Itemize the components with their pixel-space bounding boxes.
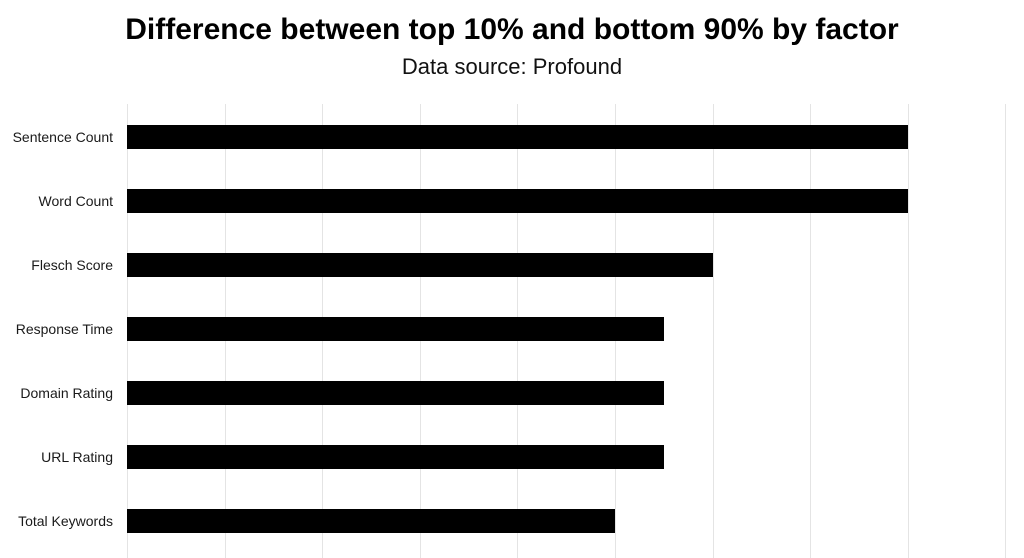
category-label: URL Rating [41,449,113,465]
category-label: Domain Rating [20,385,113,401]
category-label: Sentence Count [12,129,113,145]
category-label: Flesch Score [31,257,113,273]
gridline [1005,104,1007,558]
bar-response-time [127,317,664,341]
bar-url-rating [127,445,664,469]
chart-title: Difference between top 10% and bottom 90… [125,13,899,46]
category-label: Response Time [15,321,113,337]
bar-domain-rating [127,381,664,405]
bar-flesch-score [127,253,713,277]
gridline [810,104,812,558]
category-label: Total Keywords [18,513,113,529]
plot-area [127,104,1024,558]
bar-sentence-count [127,125,908,149]
category-label: Word Count [38,193,113,209]
bar-word-count [127,189,908,213]
gridline [712,104,714,558]
gridline [907,104,909,558]
category-labels: Sentence Count Word Count Flesch Score Resp… [0,104,113,558]
bar-total-keywords [127,509,616,533]
chart-subtitle: Data source: Profound [401,54,623,79]
